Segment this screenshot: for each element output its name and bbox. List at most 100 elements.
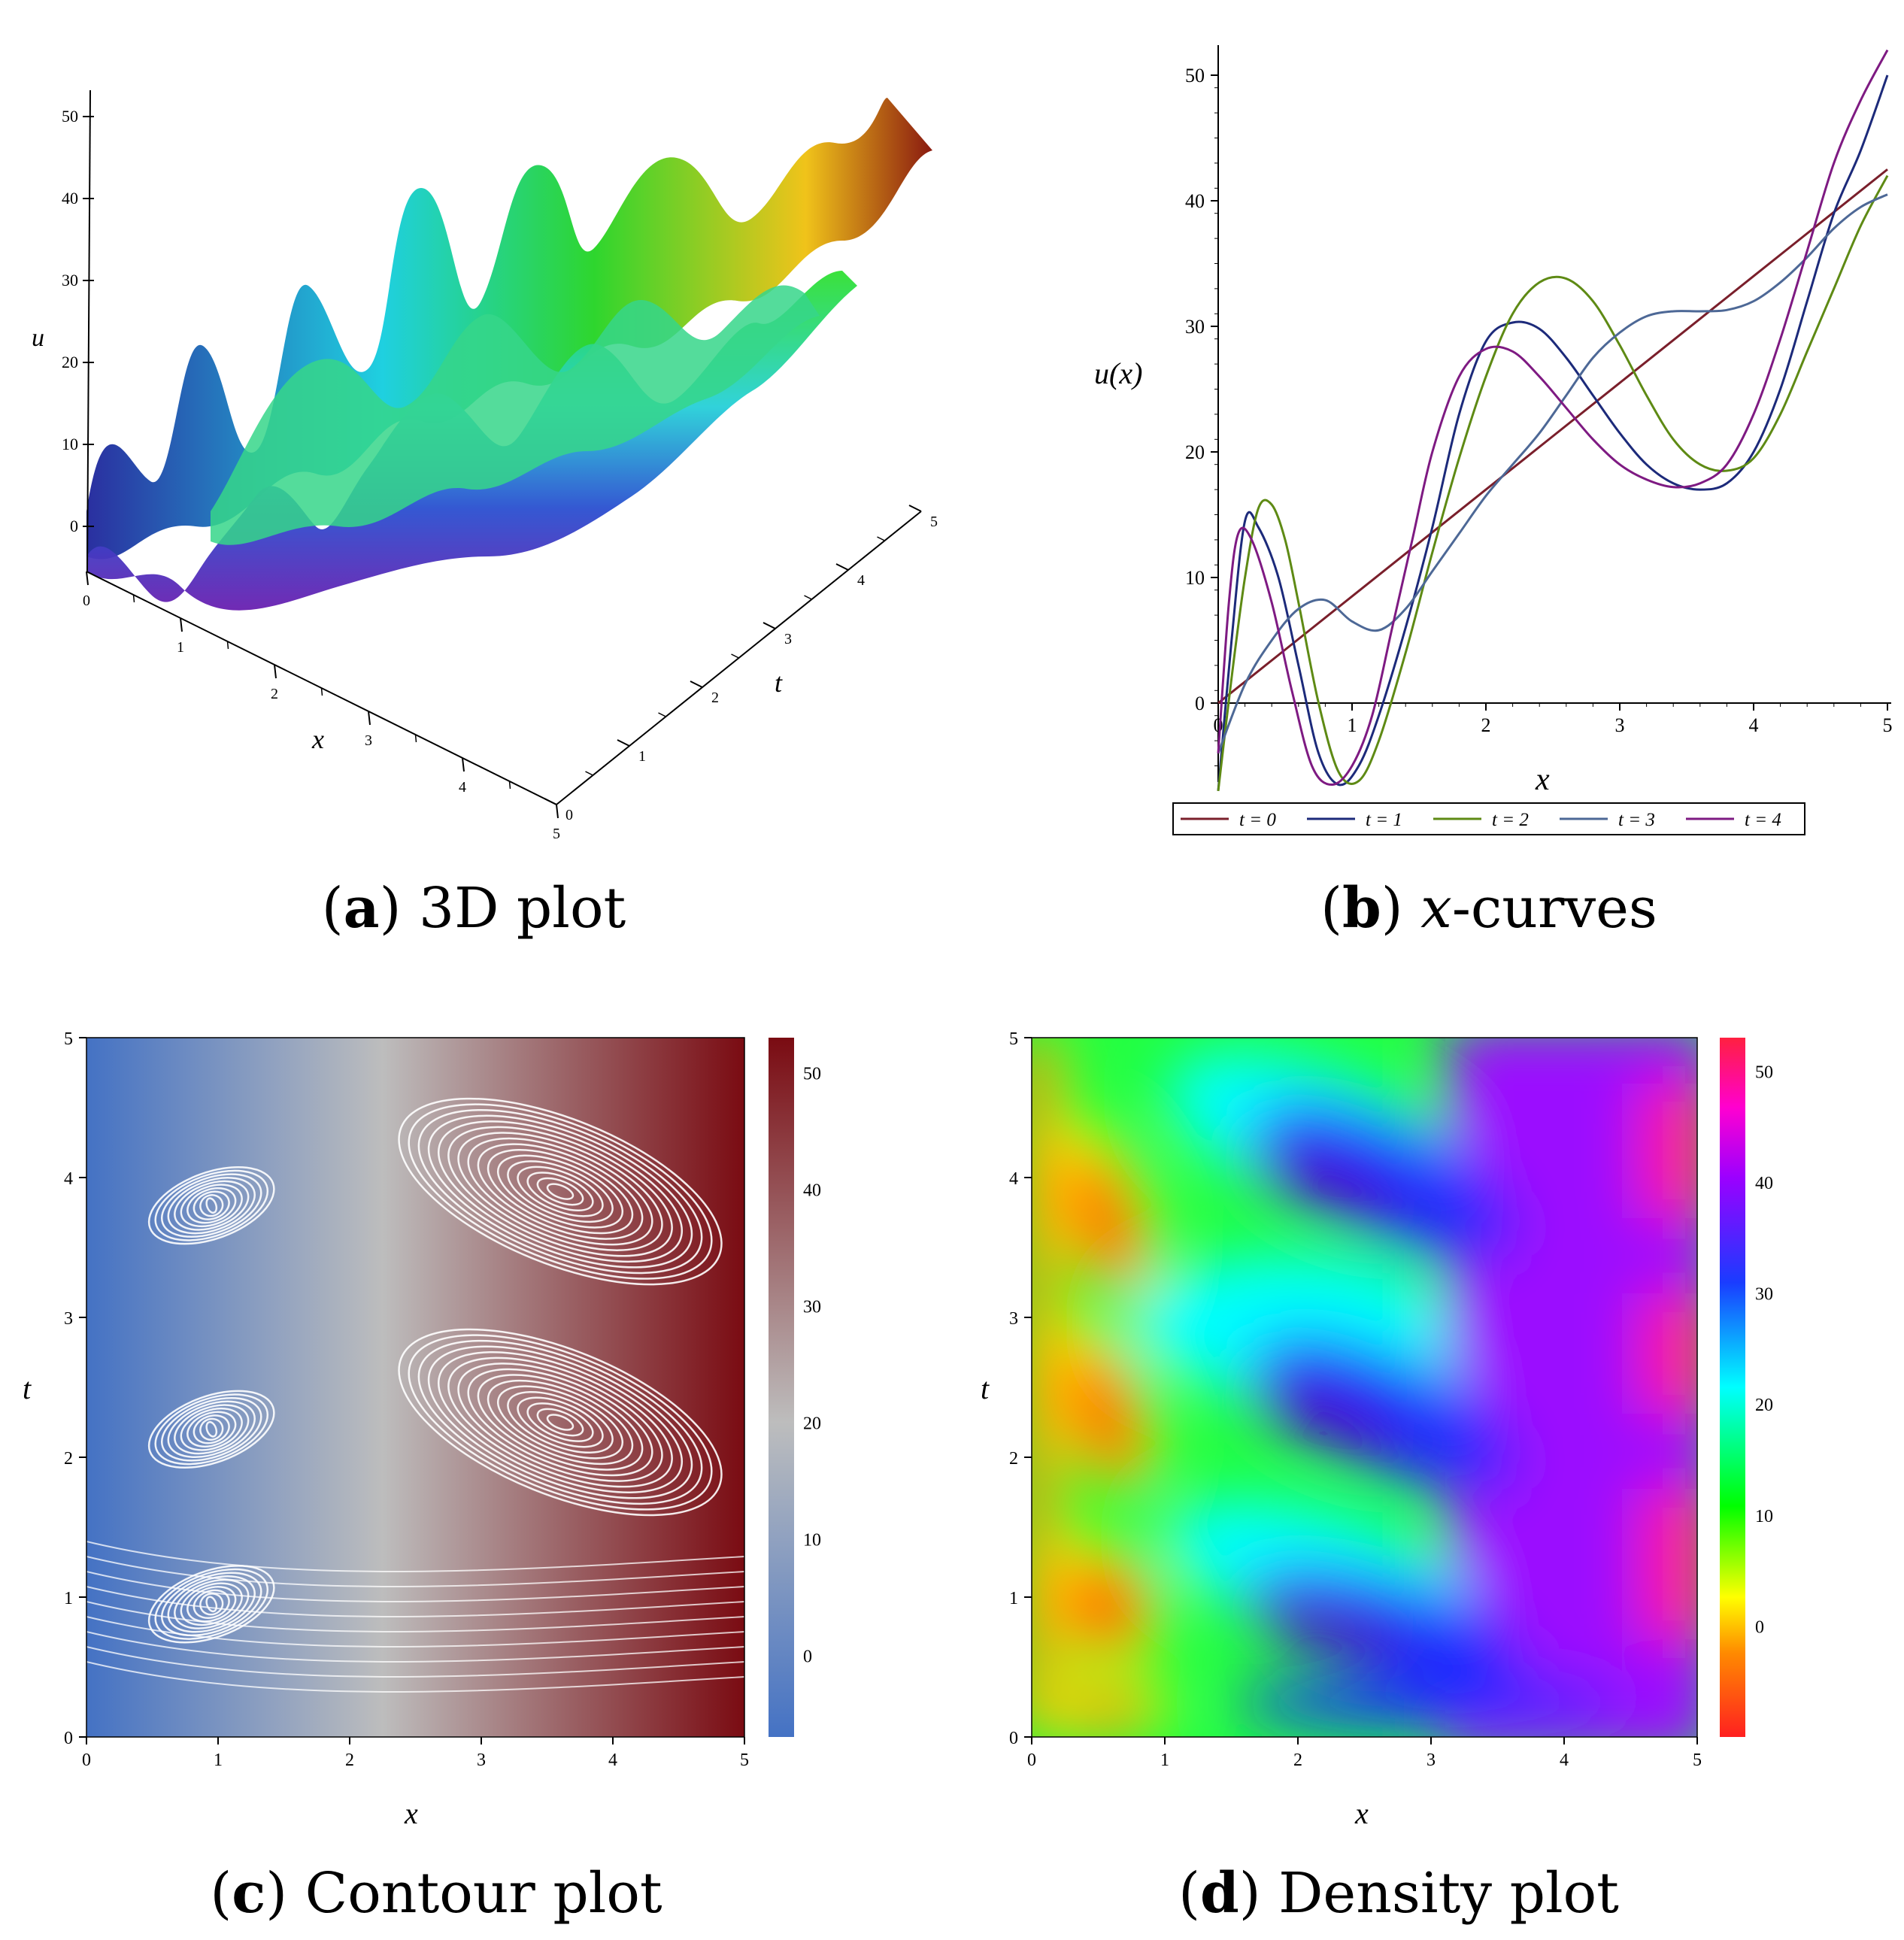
- contour-ring: [447, 1356, 673, 1488]
- y-tick-label: 3: [64, 1309, 73, 1329]
- caption-d: (d) Density plot: [1178, 1861, 1619, 1926]
- t-minor-tick: [585, 771, 593, 776]
- y-axis-label: u(x): [1094, 356, 1142, 390]
- contour-ring: [147, 1565, 275, 1644]
- contour-ring: [427, 1345, 693, 1499]
- contour-ring: [174, 1578, 250, 1629]
- colorbar-tick-label: 20: [803, 1414, 821, 1434]
- contour-ring: [457, 1363, 663, 1482]
- t-tick: [690, 681, 703, 688]
- contour-ring: [536, 1408, 584, 1437]
- contour-ring: [437, 1120, 684, 1263]
- legend-label: t = 4: [1745, 810, 1781, 830]
- surface-plot-3d: 0 10 20 30 40 50 u 0 1 2 3 4 5 x 0 1 2 3 4 5 t: [32, 89, 938, 842]
- contour-ring: [186, 1187, 237, 1224]
- t-tick: [617, 739, 630, 747]
- z-tick-label: 20: [62, 353, 78, 371]
- contour-ring: [417, 1339, 703, 1505]
- legend-label: t = 2: [1492, 810, 1529, 830]
- t-tick: [544, 798, 557, 805]
- t-minor-tick: [731, 653, 739, 659]
- contour-ring: [180, 1582, 243, 1626]
- z-ticks: 0 10 20 30 40 50: [62, 107, 94, 535]
- plot-frame: [1031, 1037, 1698, 1738]
- colorbar-tick-label: 40: [803, 1181, 821, 1201]
- x-tick: [180, 617, 183, 632]
- colorbar-tick-label: 30: [803, 1298, 821, 1317]
- contour-ring: [496, 1154, 624, 1229]
- colorbar-tick-label: 20: [1755, 1396, 1773, 1415]
- contour-lines: [86, 1097, 744, 1693]
- t-tick-label: 3: [784, 631, 792, 647]
- x-tick-label: 4: [1560, 1751, 1569, 1770]
- contour-ring: [180, 1184, 243, 1228]
- x-tick-label: 1: [214, 1751, 223, 1770]
- z-tick-label: 30: [62, 271, 78, 289]
- x-axis-label: x: [1535, 762, 1550, 797]
- contour-band: [86, 1571, 744, 1602]
- z-tick-label: 40: [62, 189, 78, 208]
- colorbar-tick-label: 30: [1755, 1285, 1773, 1305]
- y-tick-label: 30: [1185, 316, 1205, 338]
- t-tick-label: 2: [711, 690, 719, 706]
- y-tick-label: 20: [1185, 441, 1205, 463]
- y-tick-label: 0: [64, 1729, 73, 1748]
- y-axis-label: t: [981, 1372, 990, 1405]
- contour-ring: [477, 1374, 644, 1471]
- x-tick-label: 2: [271, 686, 278, 702]
- caption-b: (b) x-curves: [1320, 876, 1657, 941]
- x-tick-label: 2: [1481, 714, 1491, 736]
- contour-ring: [154, 1393, 269, 1466]
- colorbar: [1720, 1038, 1745, 1737]
- contour-band: [86, 1556, 744, 1587]
- x-tick-label: 3: [477, 1751, 486, 1770]
- contour-ring: [487, 1148, 634, 1235]
- contour-ring: [408, 1334, 713, 1511]
- contour-ring: [186, 1411, 237, 1448]
- contour-ring: [160, 1173, 262, 1238]
- contour-ring: [437, 1351, 684, 1493]
- plot-frame: [86, 1037, 745, 1738]
- x-tick: [86, 571, 89, 586]
- x-tick-label: 2: [1293, 1751, 1302, 1770]
- caption-a: (a) 3D plot: [321, 876, 626, 941]
- colorbar-tick-label: 10: [803, 1531, 821, 1550]
- x-axis-label: x: [311, 724, 324, 754]
- t-tick: [908, 505, 922, 512]
- contour-band: [86, 1661, 744, 1693]
- contour-ring: [517, 1396, 604, 1448]
- z-tick-label: 0: [70, 517, 78, 535]
- y-tick-label: 1: [1009, 1589, 1018, 1608]
- contour-band: [86, 1541, 744, 1572]
- x-axis-label: x: [1354, 1796, 1369, 1830]
- contour-band: [86, 1586, 744, 1617]
- contour-ring: [546, 1183, 575, 1200]
- z-tick-label: 10: [62, 435, 78, 453]
- y-tick-label: 40: [1185, 190, 1205, 212]
- contour-ring: [457, 1132, 663, 1251]
- t-minor-tick: [804, 595, 812, 600]
- contour-ring: [199, 1593, 224, 1616]
- x-tick-label: 5: [740, 1751, 749, 1770]
- y-tick-label: 4: [64, 1169, 73, 1189]
- contour-ring: [205, 1596, 218, 1613]
- t-minor-tick: [658, 712, 666, 717]
- contour-ring: [199, 1194, 224, 1217]
- contour-ring: [517, 1166, 604, 1217]
- contour-ring: [167, 1400, 256, 1458]
- contour-ring: [447, 1126, 673, 1257]
- contour-ring: [477, 1143, 644, 1240]
- x-minor-tick: [320, 687, 323, 696]
- contour-ring: [526, 1172, 594, 1212]
- y-tick-label: 0: [1195, 693, 1205, 714]
- colorbar-tick-label: 0: [803, 1647, 812, 1667]
- contour-ring: [507, 1390, 614, 1454]
- x-tick-label: 0: [83, 593, 90, 609]
- contour-ring: [174, 1180, 250, 1231]
- y-tick-label: 0: [1009, 1729, 1018, 1748]
- t-tick-label: 0: [565, 807, 573, 823]
- x-tick-label: 1: [1348, 714, 1357, 736]
- contour-band: [86, 1601, 744, 1632]
- z-tick-label: 50: [62, 107, 78, 126]
